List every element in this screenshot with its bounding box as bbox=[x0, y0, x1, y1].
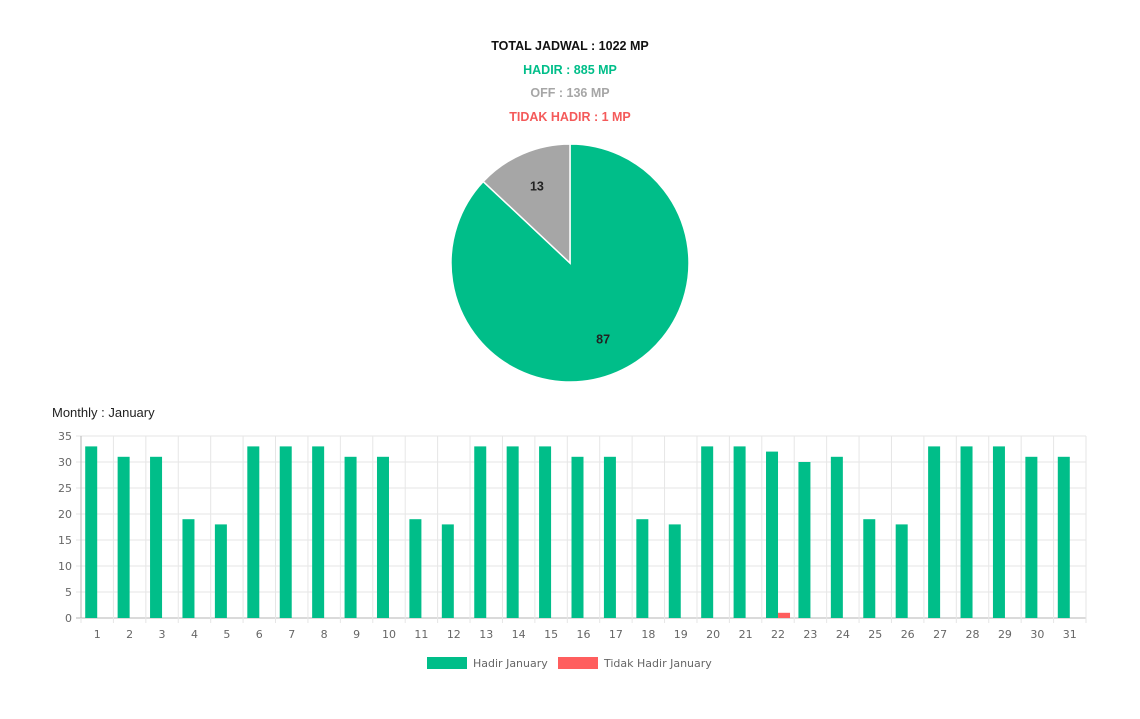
pie-slice-label: 13 bbox=[530, 180, 544, 194]
summary-total: TOTAL JADWAL : 1022 MP bbox=[491, 39, 649, 53]
pie-slice-13[interactable] bbox=[482, 143, 571, 265]
monthly-chart-title: Monthly : January bbox=[52, 405, 155, 420]
pie-slice-label: 87 bbox=[596, 332, 610, 346]
summary-tidak-hadir: TIDAK HADIR : 1 MP bbox=[509, 110, 631, 124]
summary-hadir: HADIR : 885 MP bbox=[523, 63, 617, 77]
pie-slice-87[interactable] bbox=[450, 143, 690, 383]
summary-off: OFF : 136 MP bbox=[530, 86, 610, 100]
